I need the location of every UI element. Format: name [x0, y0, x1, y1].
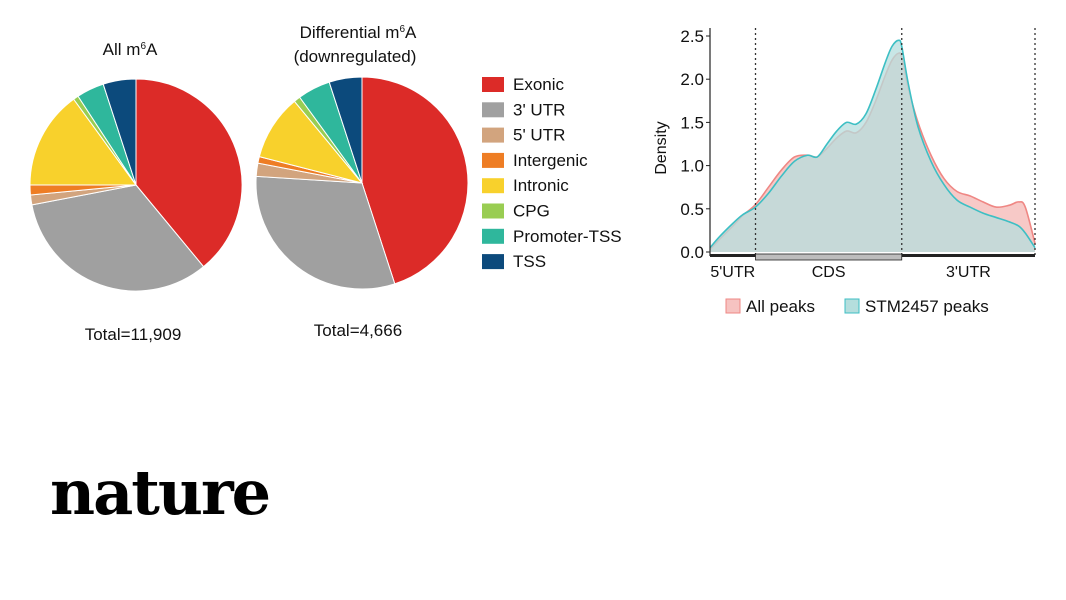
y-tick-label-2: 0.5 [680, 200, 704, 219]
density-chart: Density 0.0 0.5 1.0 1.5 2.0 2.5 5'UTR CDS 3'UTR… [653, 27, 1036, 316]
legend-swatch-2 [482, 102, 504, 118]
y-tick-label-3: 1.0 [680, 157, 704, 176]
pie-slice-1 [135, 78, 243, 268]
density-legend-swatch-1 [725, 298, 741, 314]
pie-total-label: Total=4,666 [314, 321, 402, 340]
legend-swatch-1 [482, 77, 504, 92]
legend-label-3: 5' UTR [513, 126, 565, 145]
region-label-3: 3'UTR [946, 264, 991, 281]
pie-slice-8 [102, 78, 137, 186]
pie-slices [255, 76, 469, 290]
pie-slice-8 [328, 76, 363, 184]
legend-label-8: TSS [513, 252, 546, 271]
legend-swatch-4 [482, 152, 504, 168]
pie-title: All m6A [103, 40, 158, 59]
density-legend: All peaks STM2457 peaks [725, 297, 989, 316]
region-bar-1 [710, 254, 756, 257]
density-legend-swatch-2 [844, 298, 860, 314]
density-y-ticks: 0.0 0.5 1.0 1.5 2.0 2.5 [680, 27, 710, 262]
legend-swatch-3 [482, 127, 504, 143]
density-legend-label-1: All peaks [746, 297, 815, 316]
legend-label-4: Intergenic [513, 151, 588, 170]
pie-title-line1: Differential m6A [300, 23, 417, 42]
pie-slice-1 [361, 76, 469, 285]
legend-label-1: Exonic [513, 75, 565, 94]
region-bar-2 [755, 253, 903, 261]
pie-total-label: Total=11,909 [85, 325, 182, 344]
pie-chart-differential-m6a: Differential m6A (downregulated) Total=4… [255, 23, 469, 340]
density-y-axis-label: Density [653, 121, 670, 174]
density-area-2 [710, 40, 1035, 252]
y-tick-label-6: 2.5 [680, 27, 704, 46]
transcript-regions: 5'UTR CDS 3'UTR [710, 253, 1035, 281]
pie-slices [29, 78, 243, 292]
y-tick-label-1: 0.0 [680, 243, 704, 262]
pie-slice-2 [31, 184, 205, 292]
y-tick-label-4: 1.5 [680, 113, 704, 132]
legend-swatch-6 [482, 203, 504, 219]
category-legend: Exonic 3' UTR 5' UTR Intergenic Intronic CPG P… [482, 75, 622, 271]
legend-swatch-5 [482, 178, 504, 194]
legend-swatch-8 [482, 254, 504, 270]
density-areas [709, 39, 1036, 252]
legend-label-7: Promoter-TSS [513, 227, 622, 246]
pie-slice-5 [29, 98, 137, 186]
legend-label-2: 3' UTR [513, 100, 565, 119]
legend-label-6: CPG [513, 202, 550, 221]
legend-label-5: Intronic [513, 176, 569, 195]
pie-chart-all-m6a: All m6A Total=11,909 [29, 40, 243, 344]
pie-title-line2: (downregulated) [294, 47, 417, 66]
legend-swatch-7 [482, 228, 504, 244]
y-tick-label-5: 2.0 [680, 70, 704, 89]
density-legend-label-2: STM2457 peaks [865, 297, 989, 316]
pie-slice-2 [255, 175, 396, 290]
region-label-1: 5'UTR [710, 264, 755, 281]
region-bar-3 [901, 254, 1035, 257]
nature-logo: nature [50, 456, 271, 529]
region-label-2: CDS [812, 264, 846, 281]
density-line-2 [709, 39, 1036, 249]
